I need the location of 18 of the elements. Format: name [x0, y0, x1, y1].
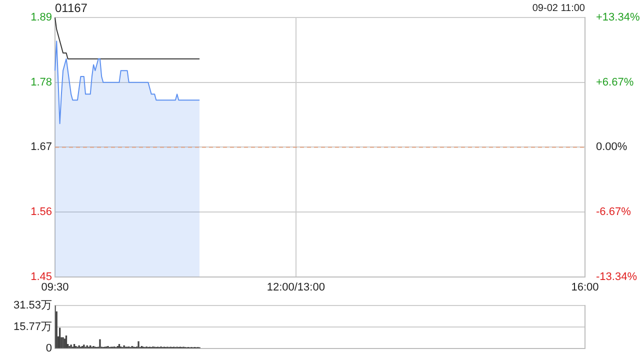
- chart-title: 01167: [55, 1, 88, 15]
- y2-tick-label: +6.67%: [596, 76, 634, 88]
- x-tick-label: 09:30: [41, 281, 69, 294]
- y2-tick-label: +13.34%: [596, 12, 640, 24]
- y-tick-label: 1.45: [30, 270, 52, 283]
- y2-tick-label: -13.34%: [596, 270, 638, 283]
- y2-tick-label: -6.67%: [596, 206, 632, 218]
- y-tick-label: 1.78: [30, 76, 52, 88]
- y-tick-label: 0: [46, 342, 52, 354]
- y-tick-label: 31.53万: [13, 300, 52, 312]
- y2-tick-label: 0.00%: [596, 141, 628, 154]
- text: 09-02 11:00: [532, 3, 585, 14]
- x-tick-label: 12:00/13:00: [266, 281, 325, 294]
- y-tick-label: 15.77万: [13, 321, 52, 334]
- y-tick-label: 1.56: [30, 206, 52, 218]
- y-tick-label: 1.67: [30, 141, 52, 154]
- x-tick-label: 16:00: [571, 281, 599, 294]
- y-tick-label: 1.89: [30, 12, 52, 24]
